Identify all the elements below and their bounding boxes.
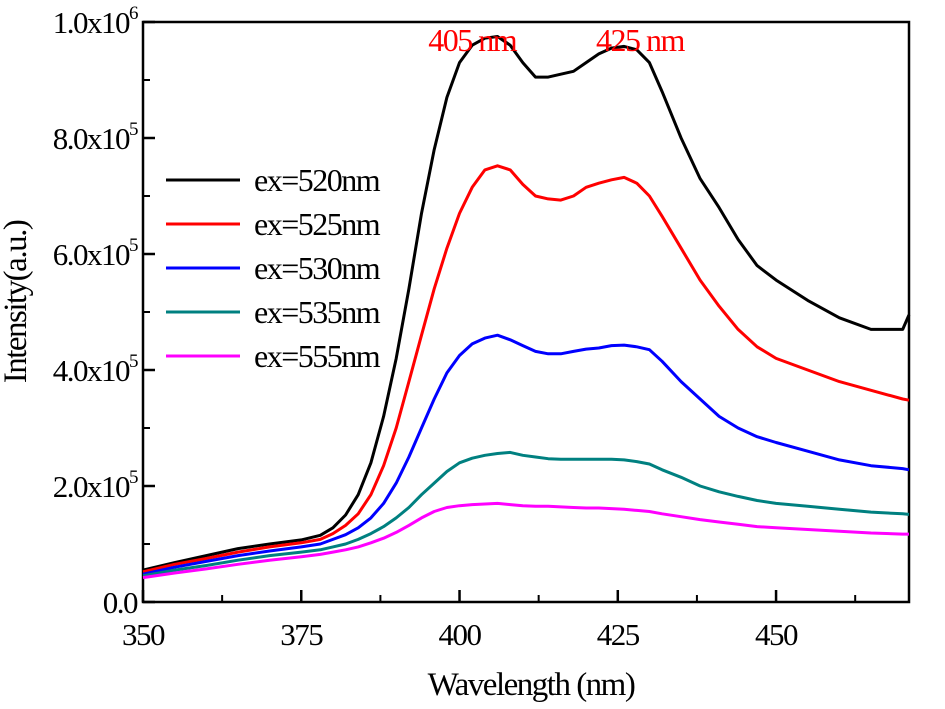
x-tick-label: 425 [597,617,640,652]
peak-label: 425 nm [596,22,686,58]
y-tick-label: 0.0 [103,585,138,620]
y-tick-label: 1.0x106 [53,3,138,40]
legend-label: ex=530nm [254,250,381,286]
series-lines [142,35,911,580]
legend-label: ex=520nm [254,162,381,198]
y-tick-label: 8.0x105 [53,119,138,156]
series-line-ex-530nm [142,333,910,576]
series-line-ex-535nm [142,450,910,578]
y-tick-label: 2.0x105 [53,467,138,504]
y-axis: 0.0 2.0x105 4.0x105 6.0x105 8.0x105 1.0x106 [53,3,155,620]
y-tick-label: 6.0x105 [53,235,138,272]
x-tick-label: 375 [280,617,323,652]
y-tick-label: 4.0x105 [53,351,138,388]
x-tick-label: 450 [755,617,798,652]
series-line-ex-520nm [142,35,911,572]
x-tick-label: 400 [439,617,482,652]
x-axis-title: Wavelength (nm) [428,667,635,703]
legend-label: ex=525nm [254,206,381,242]
series-line-ex-555nm [142,501,909,580]
legend-label: ex=555nm [254,338,381,374]
series-line-ex-525nm [142,164,910,574]
peak-annotations: 405 nm 425 nm [428,22,687,58]
legend-label: ex=535nm [254,294,381,330]
y-axis-title: Intensity(a.u.) [0,220,34,383]
x-tick-label: 350 [122,617,165,652]
x-axis: 350 375 400 425 450 [122,590,857,652]
legend: ex=520nm ex=525nm ex=530nm ex=535nm ex=555nm [166,162,382,374]
peak-label: 405 nm [428,22,518,58]
